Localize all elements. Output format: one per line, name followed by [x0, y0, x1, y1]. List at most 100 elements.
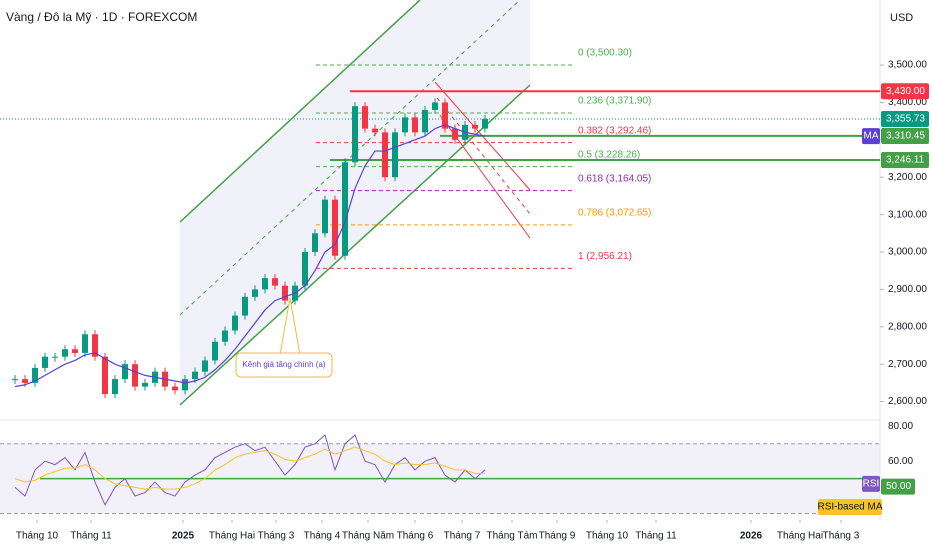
rsi-level-label: 50.00	[886, 481, 911, 492]
x-tick-label: 2026	[740, 531, 763, 542]
x-tick-label: Tháng 11	[70, 531, 112, 542]
rsi-tick-label: 60.00	[888, 456, 913, 467]
y-tick-label: 2,600.00	[888, 396, 927, 407]
x-tick-label: Tháng 9	[539, 531, 576, 542]
candle	[202, 360, 208, 372]
candle	[452, 128, 458, 140]
ma-badge-label: MA	[864, 131, 879, 142]
candle	[342, 162, 348, 256]
candle	[372, 128, 378, 133]
price-badge-label: 3,310.45	[886, 131, 925, 142]
x-tick-label: Tháng Hai	[209, 531, 255, 542]
fib-label: 0.382 (3,292.46)	[578, 125, 651, 136]
candle	[32, 367, 38, 383]
candle	[222, 330, 228, 342]
fib-label: 0.236 (3,371.90)	[578, 96, 651, 107]
candle	[422, 109, 428, 133]
candle	[92, 334, 98, 357]
price-badge	[881, 83, 929, 100]
candle	[382, 132, 388, 178]
fib-label: 0 (3,500.30)	[578, 48, 632, 59]
price-badge	[881, 110, 929, 127]
candle	[102, 356, 108, 395]
annotation: Kênh giá tăng chính (a)	[242, 360, 326, 369]
candle	[232, 315, 238, 331]
chart-title: Vàng / Đô la Mỹ · 1D · FOREXCOM	[6, 10, 197, 24]
callout-box	[235, 352, 333, 378]
x-tick-label: Tháng 6	[397, 531, 434, 542]
channel-upper	[179, 0, 421, 223]
x-tick-label: Tháng 3	[258, 531, 295, 542]
x-tick-label: Tháng 10	[16, 531, 59, 542]
fib-label: 0.618 (3,164.05)	[578, 173, 651, 184]
candle	[302, 252, 308, 286]
price-badge	[881, 127, 929, 144]
candle	[82, 334, 88, 353]
candle	[322, 199, 328, 234]
y-tick-label: 3,500.00	[888, 60, 927, 71]
candle	[412, 117, 418, 133]
x-tick-label: Tháng Tám	[487, 531, 538, 542]
x-tick-label: Tháng 7	[444, 531, 481, 542]
rsi-badge	[862, 475, 880, 492]
candle	[182, 379, 188, 391]
x-tick-label: Tháng 10	[586, 531, 629, 542]
channel-mid	[179, 0, 521, 316]
y-tick-label: 3,100.00	[888, 209, 927, 220]
candle	[272, 278, 278, 286]
candle	[12, 379, 18, 381]
channel-fill	[180, 0, 530, 405]
y-tick-label: 2,900.00	[888, 284, 927, 295]
rsi-ma-badge-label: RSI-based MA	[817, 502, 882, 513]
y-tick-label: 2,800.00	[888, 321, 927, 332]
candle	[212, 341, 218, 361]
candle	[352, 106, 358, 163]
rsi-level-badge	[881, 478, 915, 495]
price-badge	[881, 151, 929, 168]
x-tick-label: Tháng Năm	[342, 531, 394, 542]
price-badge-label: 3,430.00	[886, 86, 925, 97]
fib-label: 0.786 (3,072.65)	[578, 207, 651, 218]
candle	[262, 278, 268, 290]
candle	[332, 199, 338, 256]
candle	[142, 382, 148, 387]
candle	[472, 124, 478, 129]
y-tick-label: 2,700.00	[888, 359, 927, 370]
candle	[52, 356, 58, 358]
price-badge-label: 3,355.73	[886, 114, 925, 125]
candle	[252, 289, 258, 297]
currency: USD	[890, 12, 913, 24]
ma-line	[14, 124, 486, 388]
x-tick-label: Tháng 4	[304, 531, 341, 542]
x-tick-label: Tháng 11	[635, 531, 677, 542]
candle	[112, 379, 118, 395]
fib-label: 1 (2,956.21)	[578, 251, 632, 262]
rsi-tick-label: 80.00	[888, 421, 913, 432]
candle	[72, 349, 78, 353]
candle	[402, 117, 408, 133]
channel-lower	[179, 84, 531, 406]
rsi-badge-label: RSI	[863, 479, 880, 490]
candle	[192, 371, 198, 380]
y-tick-label: 3,000.00	[888, 247, 927, 258]
candle	[62, 349, 68, 357]
candle	[122, 364, 128, 380]
y-tick-label: 3,400.00	[888, 97, 927, 108]
candle	[362, 106, 368, 129]
price-badge-label: 3,246.11	[886, 155, 925, 166]
candle	[132, 364, 138, 387]
candle	[282, 285, 288, 301]
down-channel-mid	[436, 97, 531, 215]
candle	[242, 296, 248, 316]
candle	[432, 102, 438, 110]
rsi-line	[14, 446, 485, 490]
y-tick-label: 3,200.00	[888, 172, 927, 183]
candle	[392, 132, 398, 178]
x-tick-label: Tháng 3	[823, 531, 860, 542]
x-tick-label: 2025	[172, 531, 195, 542]
candle	[22, 379, 28, 383]
rsi-ma-badge	[818, 499, 882, 515]
candle	[312, 233, 318, 253]
candle	[42, 356, 48, 368]
